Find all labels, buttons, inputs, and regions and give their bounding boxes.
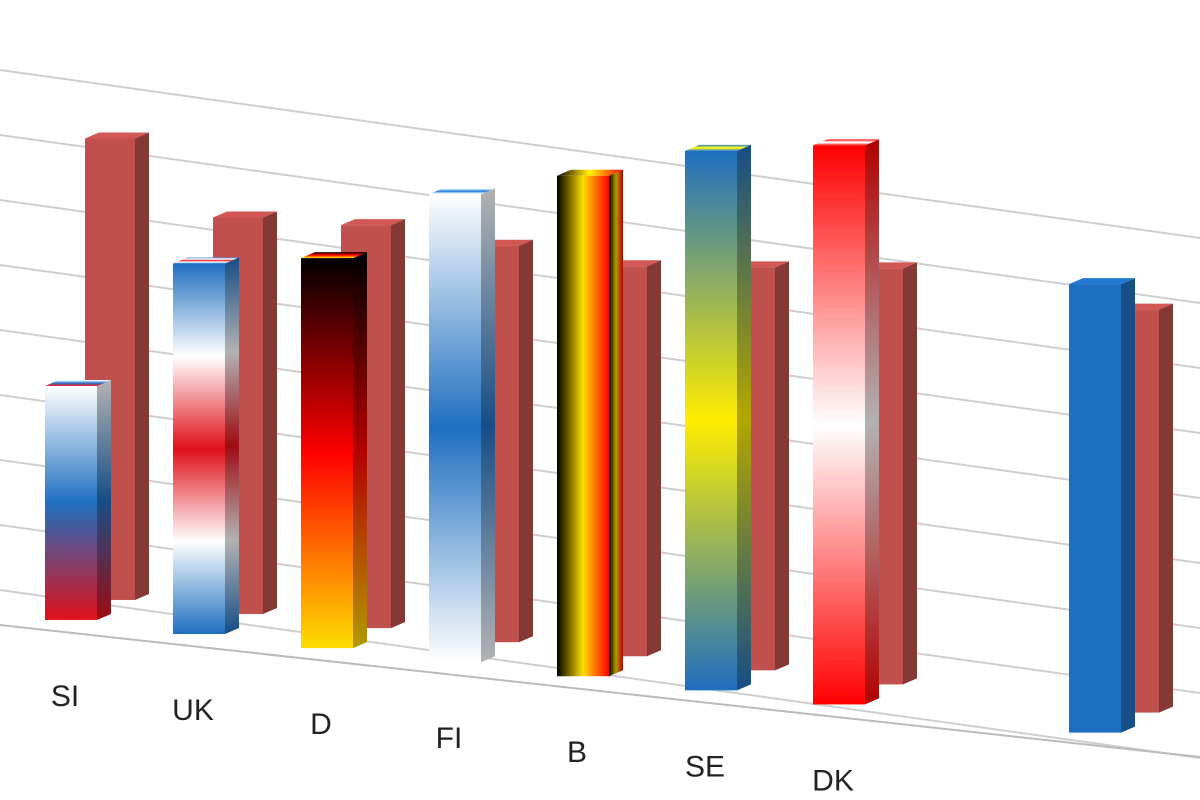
front-bar xyxy=(685,150,737,691)
back-bar-side xyxy=(391,219,405,629)
back-bar-side xyxy=(519,239,533,643)
back-bar-side xyxy=(263,211,277,615)
front-bar-top xyxy=(557,169,623,176)
back-bar-top xyxy=(341,219,405,226)
back-bar-side xyxy=(135,132,149,600)
front-bar-top xyxy=(301,252,367,259)
floor-edge xyxy=(0,624,1200,758)
front-bar-top xyxy=(429,188,495,195)
front-bar-side xyxy=(609,169,623,677)
front-bar-top xyxy=(1069,278,1135,285)
front-bar-top xyxy=(685,144,751,151)
front-bar-side xyxy=(225,257,239,635)
back-bar-top xyxy=(213,211,277,218)
x-tick-label: FI xyxy=(436,722,463,755)
front-bar xyxy=(45,385,97,620)
front-bar xyxy=(1069,284,1121,733)
front-bar xyxy=(813,145,865,705)
grid-line xyxy=(0,69,1200,239)
front-bar-side xyxy=(353,252,367,649)
front-bar xyxy=(173,263,225,635)
x-tick-label: D xyxy=(310,708,332,741)
front-bar-top xyxy=(45,379,111,386)
back-bar-side xyxy=(903,262,917,685)
back-bar-side xyxy=(1159,303,1173,713)
x-tick-label: B xyxy=(567,736,587,769)
front-bar-side xyxy=(481,188,495,663)
front-bar-side xyxy=(1121,278,1135,733)
x-tick-label: UK xyxy=(172,694,214,727)
front-bar-side xyxy=(865,139,879,705)
front-bar xyxy=(557,175,609,677)
back-bar-side xyxy=(775,261,789,671)
back-bar-top xyxy=(85,132,149,139)
back-bar-side xyxy=(647,260,661,657)
front-bar-top xyxy=(813,139,879,146)
front-bar xyxy=(429,194,481,663)
front-bar-side xyxy=(97,379,111,620)
front-bar-side xyxy=(737,144,751,691)
front-bar xyxy=(301,258,353,649)
x-tick-label: DK xyxy=(812,764,854,797)
x-tick-label: SI xyxy=(51,680,79,713)
front-bar-top xyxy=(173,257,239,264)
x-tick-label: SE xyxy=(685,750,725,783)
